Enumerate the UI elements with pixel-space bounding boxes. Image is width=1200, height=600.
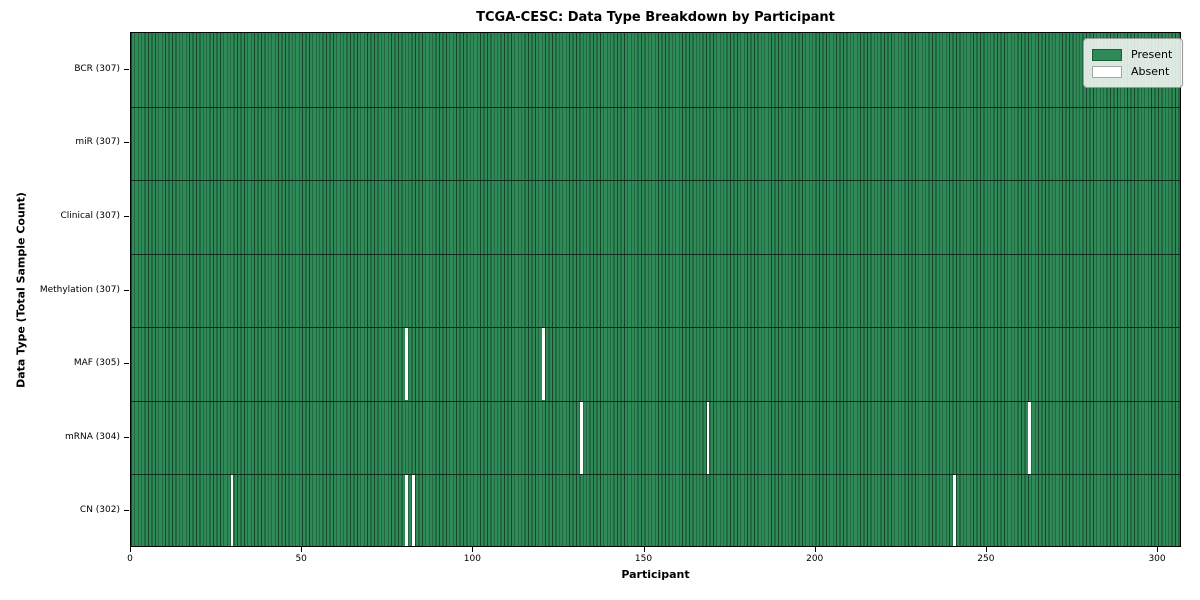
y-tick-mark [124,68,129,70]
x-tick-label: 50 [295,554,307,564]
x-tick-label: 300 [1148,554,1166,564]
x-tick-label: 150 [634,554,653,564]
x-tick-mark [472,547,474,552]
absent-swatch [1092,65,1122,78]
absent-cell-mRNA-168 [706,401,710,474]
row-divider [131,327,1180,329]
x-tick-label: 0 [127,554,133,564]
y-tick-label: MAF (305) [73,358,120,369]
y-tick-label: Methylation (307) [39,284,120,295]
absent-cell-mRNA-131 [579,401,583,474]
absent-cell-mRNA-262 [1028,401,1032,474]
chart-title: TCGA-CESC: Data Type Breakdown by Partic… [476,10,835,25]
heatmap-plot [130,32,1181,547]
absent-cell-MAF-80 [405,328,409,401]
x-tick-label: 100 [463,554,481,564]
y-tick-mark [124,510,129,512]
y-tick-mark [124,142,129,144]
row-divider [131,474,1180,476]
legend-label-present: Present [1131,48,1173,61]
x-tick-label: 200 [806,554,824,564]
y-tick-label: miR (307) [75,137,120,148]
y-tick-mark [124,289,129,291]
legend-entry-present: Present [1092,46,1172,63]
y-tick-mark [124,436,129,438]
x-tick-mark [985,547,987,552]
x-tick-label: 250 [977,554,995,564]
y-tick-label: mRNA (304) [65,431,120,442]
absent-cell-CN-80 [405,475,409,546]
legend-label-absent: Absent [1131,65,1170,78]
y-tick-label: Clinical (307) [60,210,120,221]
absent-cell-MAF-120 [542,328,546,401]
x-tick-mark [814,547,816,552]
row-divider [131,400,1180,402]
row-divider [131,106,1180,108]
y-tick-label: BCR (307) [74,63,120,74]
y-tick-mark [124,215,129,217]
present-swatch [1092,48,1122,61]
legend-entry-absent: Absent [1092,63,1172,80]
x-tick-mark [301,547,303,552]
legend: Present Absent [1083,38,1184,88]
absent-cell-CN-82 [412,475,415,546]
absent-cell-CN-240 [953,475,956,546]
x-axis-label: Participant [621,568,690,581]
x-tick-mark [1157,547,1159,552]
x-tick-mark [643,547,645,552]
x-tick-mark [130,547,131,552]
y-tick-mark [124,363,129,365]
y-tick-label: CN (302) [79,505,120,516]
row-divider [131,180,1180,182]
row-divider [131,253,1180,255]
absent-cell-CN-29 [230,475,234,546]
